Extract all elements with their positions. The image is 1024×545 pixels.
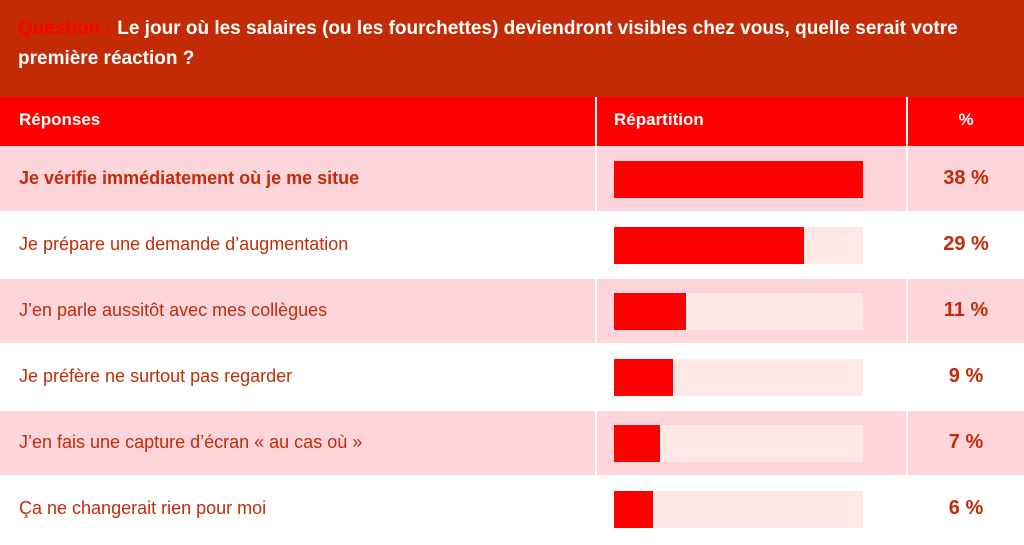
percent-value: 9 % [948, 365, 984, 387]
question-label: Question : [18, 18, 112, 39]
bar [614, 293, 686, 330]
column-divider-1 [595, 97, 597, 545]
table-header: Réponses Répartition % [0, 97, 1024, 146]
bar-track [614, 425, 863, 462]
row-divider [0, 343, 1024, 345]
table-row: Je prépare une demande d’augmentation 29 … [0, 212, 1024, 277]
question-text: Le jour où les salaires (ou les fourchet… [18, 18, 958, 69]
row-divider [0, 277, 1024, 279]
table-row: Je vérifie immédiatement où je me situe 3… [0, 146, 1024, 211]
column-divider-2 [906, 97, 908, 545]
table-row: J’en parle aussitôt avec mes collègues 11… [0, 278, 1024, 343]
response-label: J’en parle aussitôt avec mes collègues [19, 300, 328, 320]
response-label: Je vérifie immédiatement où je me situe [19, 168, 360, 188]
bar [614, 161, 863, 198]
header-responses: Réponses [19, 110, 101, 129]
response-label: Je prépare une demande d’augmentation [19, 234, 349, 254]
response-label: Ça ne changerait rien pour moi [19, 498, 267, 518]
bar-track [614, 161, 863, 198]
row-divider [0, 409, 1024, 411]
bar-track [614, 293, 863, 330]
question-banner: Question : Le jour où les salaires (ou l… [0, 0, 1024, 97]
percent-value: 29 % [943, 233, 989, 255]
row-divider [0, 211, 1024, 213]
bar [614, 227, 804, 264]
table-row: Ça ne changerait rien pour moi 6 % [0, 476, 1024, 541]
percent-value: 38 % [943, 167, 989, 189]
percent-value: 7 % [948, 431, 984, 453]
bar-track [614, 227, 863, 264]
row-divider [0, 475, 1024, 477]
bar [614, 359, 673, 396]
header-distribution: Répartition [614, 110, 704, 129]
percent-value: 6 % [948, 497, 984, 519]
response-label: J’en fais une capture d’écran « au cas o… [19, 432, 363, 452]
percent-value: 11 % [943, 299, 989, 321]
bar [614, 425, 660, 462]
bar [614, 491, 653, 528]
bar-track [614, 491, 863, 528]
table-row: J’en fais une capture d’écran « au cas o… [0, 410, 1024, 475]
bar-track [614, 359, 863, 396]
table-row: Je préfère ne surtout pas regarder 9 % [0, 344, 1024, 409]
response-label: Je préfère ne surtout pas regarder [19, 366, 293, 386]
header-percent: % [958, 110, 974, 129]
